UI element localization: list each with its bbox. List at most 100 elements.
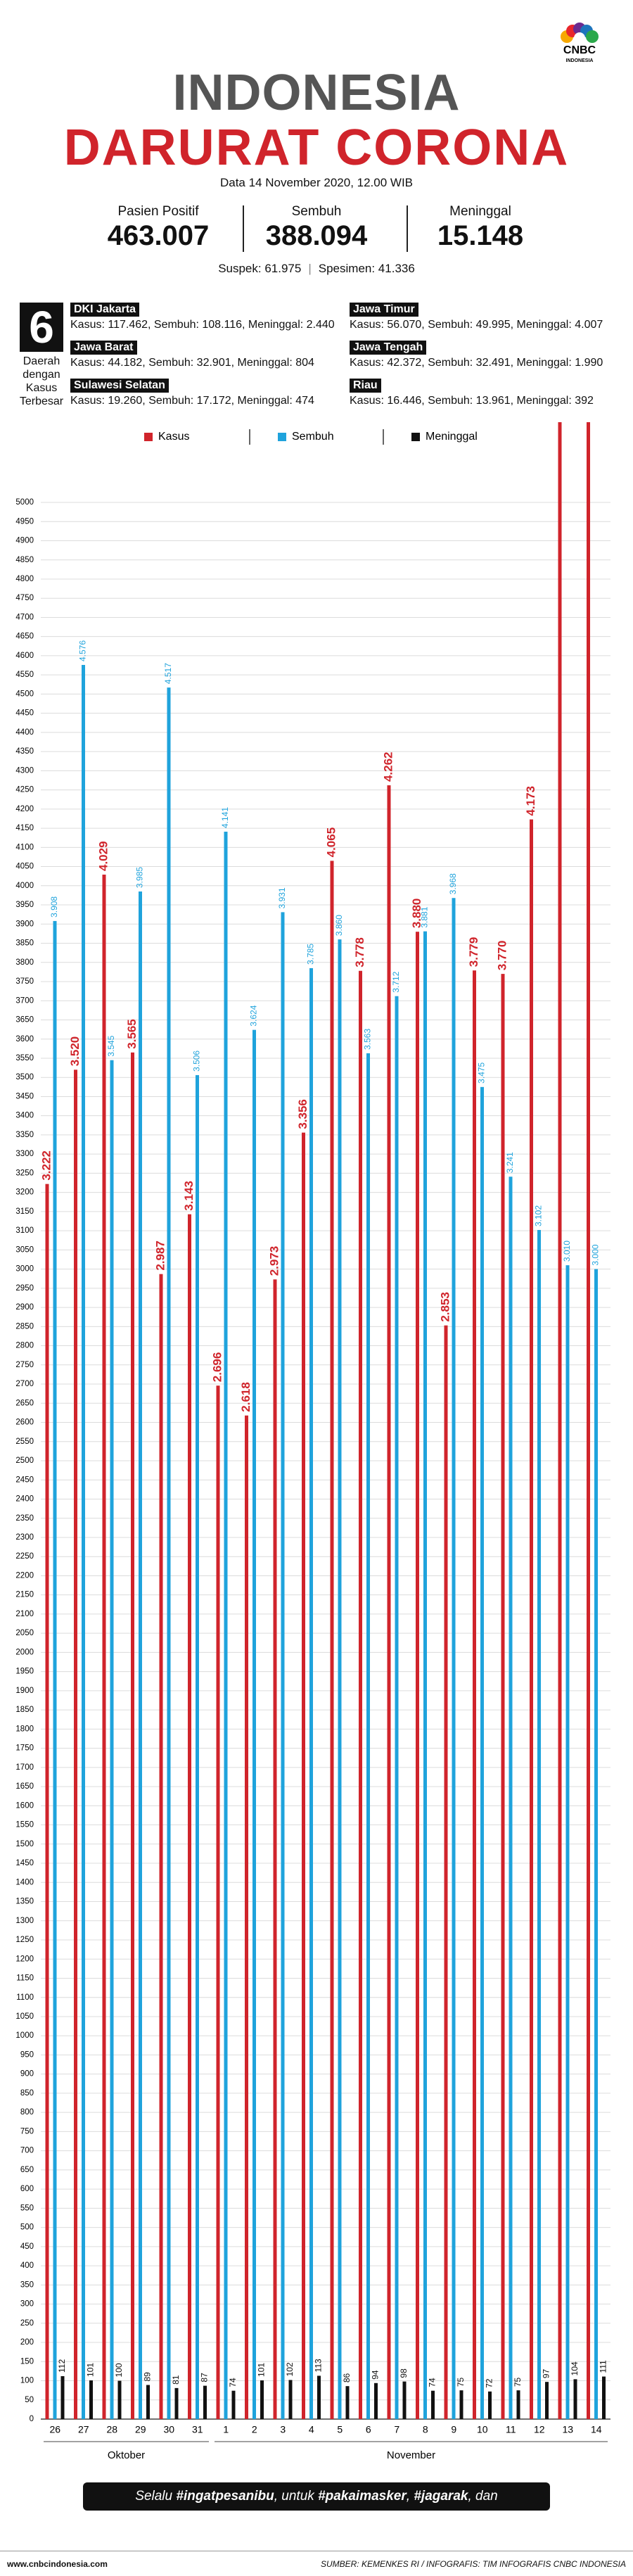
bar bbox=[273, 1279, 277, 2419]
value-label: 2.853 bbox=[438, 1292, 452, 1322]
value-label: 98 bbox=[399, 2368, 409, 2378]
bar bbox=[594, 1269, 598, 2419]
value-label: 101 bbox=[86, 2363, 96, 2377]
y-tick-label: 1900 bbox=[15, 1687, 34, 1695]
y-tick-label: 200 bbox=[20, 2338, 34, 2347]
y-tick-label: 4800 bbox=[15, 575, 34, 583]
region-detail: Kasus: 19.260, Sembuh: 17.172, Meninggal… bbox=[70, 395, 314, 407]
bar bbox=[537, 1230, 541, 2419]
y-tick-label: 3550 bbox=[15, 1054, 34, 1062]
y-tick-label: 1550 bbox=[15, 1821, 34, 1829]
value-label: 87 bbox=[200, 2373, 210, 2383]
logo-mark: CNBC INDONESIA bbox=[561, 23, 599, 63]
y-tick-label: 1800 bbox=[15, 1725, 34, 1733]
region-name: Jawa Barat bbox=[70, 341, 137, 355]
y-tick-label: 2050 bbox=[15, 1629, 34, 1637]
bar bbox=[45, 1184, 49, 2419]
value-label: 89 bbox=[143, 2372, 153, 2382]
divider bbox=[407, 205, 408, 252]
y-tick-label: 3650 bbox=[15, 1016, 34, 1024]
y-tick-label: 800 bbox=[20, 2108, 34, 2117]
suspek: Suspek: 61.975 bbox=[218, 262, 302, 275]
y-tick-label: 400 bbox=[20, 2261, 34, 2270]
y-tick-label: 4000 bbox=[15, 882, 34, 890]
bar bbox=[444, 1325, 448, 2419]
group-label: Oktober bbox=[108, 2449, 145, 2461]
region-caption: Daerah dengan Kasus Terbesar bbox=[19, 355, 64, 407]
y-tick-label: 3450 bbox=[15, 1092, 34, 1100]
y-tick-label: 4250 bbox=[15, 786, 34, 794]
legend-swatch bbox=[411, 433, 420, 441]
y-tick-label: 500 bbox=[20, 2223, 34, 2232]
bar bbox=[60, 2375, 65, 2419]
value-label: 3.985 bbox=[135, 867, 145, 888]
y-tick-label: 4550 bbox=[15, 671, 34, 679]
region: Riau Kasus: 16.446, Sembuh: 13.961, Menin… bbox=[350, 379, 594, 407]
y-tick-label: 1000 bbox=[15, 2031, 34, 2040]
bar bbox=[473, 970, 476, 2420]
bar bbox=[509, 1176, 513, 2419]
bar bbox=[309, 967, 313, 2419]
value-label: 100 bbox=[114, 2363, 124, 2377]
y-tick-label: 4950 bbox=[15, 517, 34, 526]
y-tick-label: 1400 bbox=[15, 1878, 34, 1886]
y-tick-label: 1650 bbox=[15, 1782, 34, 1791]
y-tick-label: 4400 bbox=[15, 728, 34, 737]
x-tick-label: 12 bbox=[534, 2424, 545, 2435]
x-tick-label: 28 bbox=[106, 2424, 117, 2435]
spesimen: Spesimen: 41.336 bbox=[318, 262, 415, 275]
y-tick-label: 1250 bbox=[15, 1936, 34, 1944]
legend-swatch bbox=[278, 433, 286, 441]
y-tick-label: 4100 bbox=[15, 843, 34, 851]
y-tick-label: 2000 bbox=[15, 1648, 34, 1656]
value-label: 104 bbox=[570, 2361, 580, 2375]
value-label: 81 bbox=[171, 2375, 181, 2385]
source: SUMBER: KEMENKES RI / INFOGRAFIS: TIM IN… bbox=[320, 2559, 626, 2569]
y-tick-label: 5000 bbox=[15, 498, 34, 507]
bar bbox=[602, 2376, 606, 2419]
y-tick-label: 4350 bbox=[15, 747, 34, 756]
bar bbox=[224, 831, 228, 2419]
value-label: 74 bbox=[228, 2378, 238, 2387]
y-tick-label: 2200 bbox=[15, 1571, 34, 1580]
value-label: 113 bbox=[314, 2359, 324, 2372]
y-tick-label: 3000 bbox=[15, 1265, 34, 1274]
bar bbox=[431, 2390, 435, 2419]
stat-label: Sembuh bbox=[291, 204, 342, 219]
y-tick-label: 3600 bbox=[15, 1035, 34, 1043]
value-label: 2.973 bbox=[267, 1246, 281, 1276]
value-label: 112 bbox=[57, 2359, 67, 2373]
region-count: 6 bbox=[20, 303, 63, 352]
x-tick-label: 8 bbox=[423, 2424, 428, 2435]
bar bbox=[245, 1415, 248, 2419]
bar bbox=[216, 1385, 220, 2419]
value-label: 2.987 bbox=[153, 1241, 167, 1271]
value-label: 4.065 bbox=[324, 827, 338, 858]
value-label: 3.102 bbox=[534, 1205, 544, 1226]
bar bbox=[452, 898, 456, 2419]
region-name: Riau bbox=[350, 379, 381, 393]
bar bbox=[167, 687, 171, 2419]
y-tick-label: 2550 bbox=[15, 1438, 34, 1446]
x-tick-label: 1 bbox=[223, 2424, 229, 2435]
value-label: 2.696 bbox=[210, 1352, 224, 1383]
bar bbox=[102, 875, 106, 2419]
y-tick-label: 550 bbox=[20, 2204, 34, 2212]
value-label: 3.880 bbox=[410, 899, 423, 929]
chart: Kasus Sembuh Meninggal05010015020025030035… bbox=[15, 422, 610, 2461]
bar bbox=[558, 422, 562, 2419]
value-label: 4.029 bbox=[96, 841, 110, 871]
bar bbox=[317, 2375, 321, 2419]
y-tick-label: 2700 bbox=[15, 1380, 34, 1388]
extra-stats: Suspek: 61.975 | Spesimen: 41.336 bbox=[0, 262, 633, 276]
bar bbox=[459, 2390, 463, 2419]
y-tick-label: 1150 bbox=[16, 1974, 34, 1983]
value-label: 102 bbox=[285, 2362, 295, 2376]
value-label: 3.563 bbox=[363, 1029, 373, 1050]
bar bbox=[203, 2385, 207, 2419]
y-tick-label: 2750 bbox=[15, 1361, 34, 1369]
stat-value: 15.148 bbox=[437, 220, 524, 251]
value-label: 3.931 bbox=[277, 887, 287, 908]
y-tick-label: 4200 bbox=[15, 805, 34, 813]
